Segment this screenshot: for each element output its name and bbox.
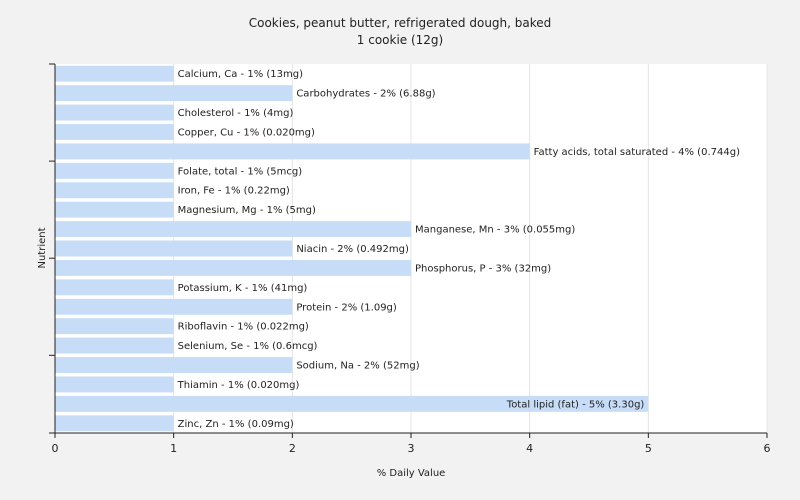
bar-label: Potassium, K - 1% (41mg) (178, 283, 308, 294)
chart-subtitle: 1 cookie (12g) (357, 33, 443, 47)
bar-label: Zinc, Zn - 1% (0.09mg) (178, 419, 294, 430)
bar (55, 415, 174, 432)
bar-label: Folate, total - 1% (5mcg) (178, 166, 303, 177)
bar (55, 337, 174, 354)
bar (55, 259, 411, 276)
bar (55, 182, 174, 199)
bar (55, 65, 174, 82)
bar (55, 124, 174, 140)
bar (55, 221, 411, 238)
bar (55, 143, 530, 160)
bar-label: Fatty acids, total saturated - 4% (0.744… (534, 147, 740, 158)
x-tick-label: 0 (52, 442, 59, 455)
bar (55, 318, 174, 335)
bar-label: Iron, Fe - 1% (0.22mg) (178, 186, 290, 197)
bar (55, 104, 174, 121)
bar (55, 357, 293, 373)
bar-label: Calcium, Ca - 1% (13mg) (178, 69, 303, 80)
bar (55, 298, 293, 315)
bar (55, 201, 174, 218)
bar-label: Magnesium, Mg - 1% (5mg) (178, 205, 316, 216)
x-tick-label: 3 (408, 442, 415, 455)
bars-group (55, 65, 649, 432)
x-ticks-group: 0 1 2 3 4 5 6 (52, 433, 771, 455)
x-axis-label: % Daily Value (377, 468, 446, 479)
bar-label: Niacin - 2% (0.492mg) (296, 244, 409, 255)
bar-label: Carbohydrates - 2% (6.88g) (296, 89, 435, 100)
bar-label: Manganese, Mn - 3% (0.055mg) (415, 225, 575, 236)
bar (55, 279, 174, 296)
bar (55, 376, 174, 393)
bar-label: Copper, Cu - 1% (0.020mg) (178, 127, 315, 138)
bar-labels-group: Calcium, Ca - 1% (13mg) Carbohydrates - 2… (177, 69, 740, 430)
bar-label: Total lipid (fat) - 5% (3.30g) (506, 399, 645, 410)
bar-label: Phosphorus, P - 3% (32mg) (415, 263, 551, 274)
y-axis-label: Nutrient (37, 227, 48, 268)
bar-label: Protein - 2% (1.09g) (296, 302, 397, 313)
x-tick-label: 2 (289, 442, 296, 455)
bar (55, 395, 649, 412)
bar-label: Thiamin - 1% (0.020mg) (177, 380, 300, 391)
x-tick-label: 5 (645, 442, 652, 455)
bar-label: Riboflavin - 1% (0.022mg) (178, 322, 309, 333)
bar (55, 85, 293, 102)
chart-title: Cookies, peanut butter, refrigerated dou… (249, 16, 552, 30)
bar (55, 162, 174, 179)
x-tick-label: 4 (526, 442, 533, 455)
bar-label: Cholesterol - 1% (4mg) (178, 108, 294, 119)
x-tick-label: 1 (170, 442, 177, 455)
bar-label: Sodium, Na - 2% (52mg) (296, 361, 419, 372)
bar (55, 240, 293, 257)
x-tick-label: 6 (764, 442, 771, 455)
bar-label: Selenium, Se - 1% (0.6mcg) (178, 341, 318, 352)
